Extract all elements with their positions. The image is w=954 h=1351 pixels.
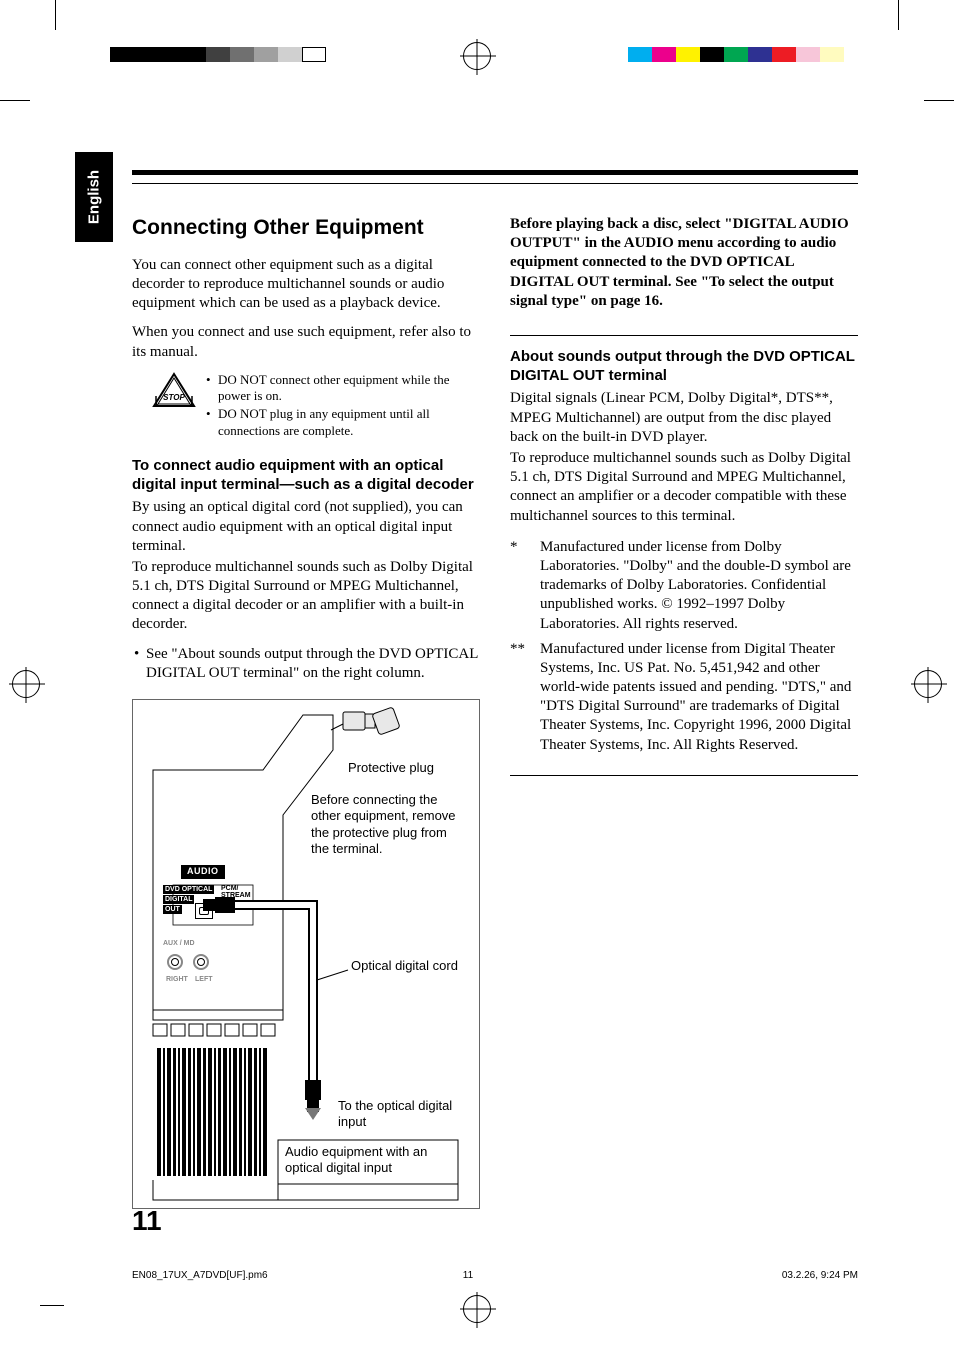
port-label: RIGHT [166, 976, 188, 983]
diagram-label: Audio equipment with an optical digital … [285, 1144, 455, 1177]
caution-icon: STOP [152, 372, 196, 410]
body-text: To reproduce multichannel sounds such as… [510, 449, 858, 526]
footer-timestamp: 03.2.26, 9:24 PM [782, 1270, 858, 1281]
port-label: OUT [163, 905, 182, 914]
connection-diagram: Protective plug Before connecting the ot… [132, 699, 480, 1209]
left-column: Connecting Other Equipment You can conne… [132, 215, 480, 1209]
register-mark-icon [914, 670, 942, 698]
footer-filename: EN08_17UX_A7DVD[UF].pm6 [132, 1270, 268, 1281]
intro-text: Before playing back a disc, select "DIGI… [510, 215, 858, 311]
diagram-label: To the optical digital input [338, 1098, 458, 1131]
language-tab: English [75, 152, 113, 242]
footnote: * Manufactured under license from Dolby … [510, 538, 858, 634]
body-text: You can connect other equipment such as … [132, 256, 480, 314]
caution-block: STOP DO NOT connect other equipment whil… [152, 372, 480, 441]
footnote-mark: ** [510, 640, 532, 755]
svg-text:STOP: STOP [163, 393, 185, 402]
diagram-label: Before connecting the other equipment, r… [311, 792, 466, 857]
audio-badge: AUDIO [181, 865, 225, 879]
body-text: To reproduce multichannel sounds such as… [132, 558, 480, 635]
body-text: By using an optical digital cord (not su… [132, 498, 480, 556]
info-box-heading: About sounds output through the DVD OPTI… [510, 348, 858, 386]
body-text: Digital signals (Linear PCM, Dolby Digit… [510, 389, 858, 447]
footnote-text: Manufactured under license from Dolby La… [540, 538, 858, 634]
heading-rule-thick [132, 170, 858, 175]
port-label: DIGITAL [163, 895, 194, 904]
info-box: About sounds output through the DVD OPTI… [510, 335, 858, 776]
optical-port-icon [195, 903, 213, 919]
heading-rule-thin [132, 183, 858, 184]
subsection-heading: To connect audio equipment with an optic… [132, 457, 480, 495]
register-mark-icon [463, 42, 491, 70]
port-label: AUX / MD [163, 940, 195, 947]
page-number: 11 [132, 1205, 162, 1237]
section-heading: Connecting Other Equipment [132, 215, 480, 242]
rca-jack-icon [193, 954, 209, 970]
diagram-label: Protective plug [348, 760, 434, 776]
port-label: DVD OPTICAL [163, 885, 214, 894]
barcode-icon [157, 1048, 267, 1176]
caution-item: DO NOT connect other equipment while the… [206, 372, 480, 405]
caution-item: DO NOT plug in any equipment until all c… [206, 406, 480, 439]
bullet-item: See "About sounds output through the DVD… [132, 645, 480, 683]
footer-page: 11 [463, 1270, 473, 1281]
footer-rule [40, 1305, 64, 1306]
register-mark-icon [463, 1295, 491, 1323]
rca-jack-icon [167, 954, 183, 970]
body-text: When you connect and use such equipment,… [132, 323, 480, 361]
language-tab-label: English [86, 170, 103, 224]
port-label: PCM/ STREAM [221, 885, 251, 899]
port-label: LEFT [195, 976, 213, 983]
footnote-mark: * [510, 538, 532, 634]
diagram-label: Optical digital cord [351, 958, 461, 974]
footnote-text: Manufactured under license from Digital … [540, 640, 858, 755]
register-mark-icon [12, 670, 40, 698]
footnote: ** Manufactured under license from Digit… [510, 640, 858, 755]
right-column: Before playing back a disc, select "DIGI… [510, 215, 858, 1209]
registration-row [0, 42, 954, 72]
